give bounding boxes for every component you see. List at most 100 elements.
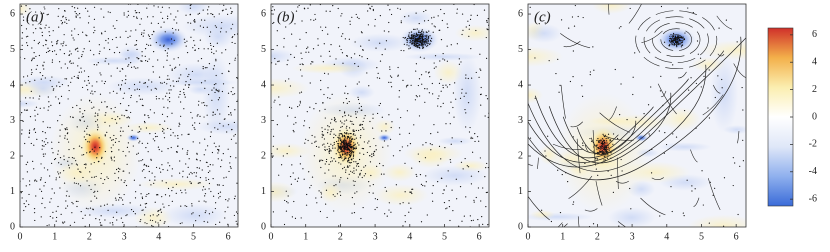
particle xyxy=(226,31,227,32)
particle xyxy=(677,39,678,40)
particle xyxy=(190,5,191,6)
particle xyxy=(185,81,186,82)
particle xyxy=(194,45,195,46)
particle xyxy=(596,168,597,169)
particle xyxy=(421,184,422,185)
particle xyxy=(308,52,309,53)
particle xyxy=(46,52,47,53)
particle xyxy=(151,225,152,226)
particle xyxy=(344,120,345,121)
particle xyxy=(426,31,427,32)
particle xyxy=(104,205,105,206)
particle xyxy=(203,186,204,187)
particle xyxy=(349,174,350,175)
particle xyxy=(604,155,605,156)
particle xyxy=(209,36,210,37)
particle xyxy=(234,93,235,94)
particle xyxy=(465,77,466,78)
particle xyxy=(195,49,196,50)
particle xyxy=(399,150,400,151)
particle xyxy=(603,159,604,160)
particle xyxy=(423,11,424,12)
particle xyxy=(340,146,341,147)
particle xyxy=(214,127,215,128)
particle xyxy=(603,140,604,141)
particle xyxy=(207,13,208,14)
particle xyxy=(56,41,57,42)
particle xyxy=(58,173,59,174)
particle xyxy=(352,172,353,173)
particle xyxy=(281,164,282,165)
particle xyxy=(180,223,181,224)
particle xyxy=(609,140,610,141)
particle xyxy=(160,171,161,172)
particle xyxy=(445,84,446,85)
particle xyxy=(22,45,23,46)
particle xyxy=(139,95,140,96)
particle xyxy=(94,7,95,8)
particle xyxy=(435,66,436,67)
particle xyxy=(486,58,487,59)
particle xyxy=(450,162,451,163)
particle xyxy=(74,76,75,77)
particle xyxy=(329,153,330,154)
particle xyxy=(106,176,107,177)
particle xyxy=(134,45,135,46)
particle xyxy=(338,140,339,141)
particle xyxy=(99,51,100,52)
particle xyxy=(421,33,422,34)
particle xyxy=(124,182,125,183)
particle xyxy=(167,75,168,76)
particle xyxy=(679,39,680,40)
particle xyxy=(164,223,165,224)
particle xyxy=(452,210,453,211)
particle xyxy=(325,163,326,164)
particle xyxy=(458,226,459,227)
particle xyxy=(148,115,149,116)
particle xyxy=(348,158,349,159)
particle xyxy=(100,222,101,223)
particle xyxy=(182,148,183,149)
particle xyxy=(101,80,102,81)
particle xyxy=(451,190,452,191)
particle xyxy=(320,26,321,27)
particle xyxy=(375,198,376,199)
particle xyxy=(116,37,117,38)
y-tick-label: 0 xyxy=(518,221,523,232)
particle xyxy=(481,216,482,217)
particle xyxy=(148,117,149,118)
particle xyxy=(286,191,287,192)
particle xyxy=(179,78,180,79)
particle xyxy=(71,202,72,203)
particle xyxy=(211,90,212,91)
particle xyxy=(363,207,364,208)
particle xyxy=(365,173,366,174)
particle xyxy=(350,146,351,147)
particle xyxy=(65,129,66,130)
particle xyxy=(428,72,429,73)
field-streak xyxy=(197,119,258,135)
particle xyxy=(416,95,417,96)
particle xyxy=(367,10,368,11)
x-tick-label: 1 xyxy=(52,231,57,242)
particle xyxy=(184,39,185,40)
particle xyxy=(313,108,314,109)
particle xyxy=(156,167,157,168)
particle xyxy=(279,104,280,105)
particle xyxy=(421,45,422,46)
particle xyxy=(231,114,232,115)
particle xyxy=(461,34,462,35)
particle xyxy=(440,106,441,107)
particle xyxy=(200,182,201,183)
particle xyxy=(190,79,191,80)
particle xyxy=(305,139,306,140)
particle xyxy=(52,188,53,189)
particle xyxy=(612,144,613,145)
particle xyxy=(678,38,679,39)
particle xyxy=(72,157,73,158)
particle xyxy=(96,64,97,65)
particle xyxy=(31,60,32,61)
particle xyxy=(422,29,423,30)
particle xyxy=(361,110,362,111)
particle xyxy=(49,202,50,203)
